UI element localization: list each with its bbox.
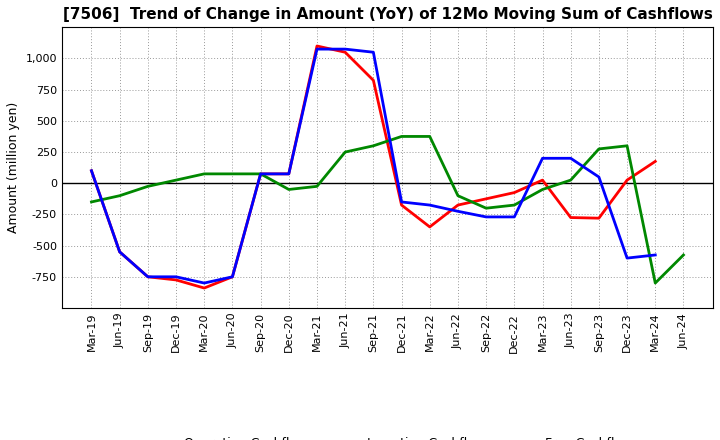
Line: Investing Cashflow: Investing Cashflow — [91, 136, 683, 283]
Investing Cashflow — [312, 184, 321, 189]
Operating Cashflow — [567, 215, 575, 220]
Free Cashflow — [115, 249, 124, 254]
Free Cashflow — [256, 171, 265, 176]
Investing Cashflow — [595, 146, 603, 151]
Operating Cashflow — [538, 177, 546, 183]
Investing Cashflow — [369, 143, 378, 148]
Operating Cashflow — [115, 249, 124, 254]
Operating Cashflow — [454, 202, 462, 208]
Operating Cashflow — [426, 224, 434, 230]
Free Cashflow — [284, 171, 293, 176]
Operating Cashflow — [482, 196, 490, 202]
Free Cashflow — [426, 202, 434, 208]
Operating Cashflow — [369, 78, 378, 83]
Operating Cashflow — [171, 277, 180, 282]
Operating Cashflow — [510, 190, 518, 195]
Free Cashflow — [200, 280, 209, 286]
Free Cashflow — [651, 252, 660, 257]
Free Cashflow — [341, 47, 349, 52]
Investing Cashflow — [454, 193, 462, 198]
Investing Cashflow — [651, 280, 660, 286]
Operating Cashflow — [87, 168, 96, 173]
Free Cashflow — [87, 168, 96, 173]
Title: [7506]  Trend of Change in Amount (YoY) of 12Mo Moving Sum of Cashflows: [7506] Trend of Change in Amount (YoY) o… — [63, 7, 712, 22]
Investing Cashflow — [679, 252, 688, 257]
Free Cashflow — [397, 199, 406, 205]
Operating Cashflow — [651, 159, 660, 164]
Investing Cashflow — [143, 184, 152, 189]
Free Cashflow — [623, 256, 631, 261]
Free Cashflow — [312, 47, 321, 52]
Operating Cashflow — [341, 50, 349, 55]
Investing Cashflow — [284, 187, 293, 192]
Legend: Operating Cashflow, Investing Cashflow, Free Cashflow: Operating Cashflow, Investing Cashflow, … — [138, 432, 637, 440]
Operating Cashflow — [595, 216, 603, 221]
Investing Cashflow — [228, 171, 237, 176]
Free Cashflow — [454, 209, 462, 214]
Free Cashflow — [567, 156, 575, 161]
Y-axis label: Amount (million yen): Amount (million yen) — [7, 102, 20, 233]
Investing Cashflow — [510, 202, 518, 208]
Investing Cashflow — [567, 177, 575, 183]
Investing Cashflow — [426, 134, 434, 139]
Free Cashflow — [369, 50, 378, 55]
Investing Cashflow — [87, 199, 96, 205]
Operating Cashflow — [200, 286, 209, 291]
Investing Cashflow — [482, 205, 490, 211]
Operating Cashflow — [143, 274, 152, 279]
Free Cashflow — [595, 174, 603, 180]
Investing Cashflow — [115, 193, 124, 198]
Line: Free Cashflow: Free Cashflow — [91, 49, 655, 283]
Free Cashflow — [538, 156, 546, 161]
Operating Cashflow — [284, 171, 293, 176]
Investing Cashflow — [623, 143, 631, 148]
Investing Cashflow — [538, 187, 546, 192]
Free Cashflow — [143, 274, 152, 279]
Free Cashflow — [482, 214, 490, 220]
Operating Cashflow — [397, 202, 406, 208]
Line: Operating Cashflow: Operating Cashflow — [91, 46, 655, 288]
Investing Cashflow — [256, 171, 265, 176]
Investing Cashflow — [341, 150, 349, 155]
Operating Cashflow — [228, 274, 237, 279]
Investing Cashflow — [200, 171, 209, 176]
Free Cashflow — [510, 214, 518, 220]
Free Cashflow — [171, 274, 180, 279]
Free Cashflow — [228, 274, 237, 279]
Operating Cashflow — [312, 44, 321, 49]
Investing Cashflow — [397, 134, 406, 139]
Operating Cashflow — [623, 177, 631, 183]
Investing Cashflow — [171, 177, 180, 183]
Operating Cashflow — [256, 171, 265, 176]
